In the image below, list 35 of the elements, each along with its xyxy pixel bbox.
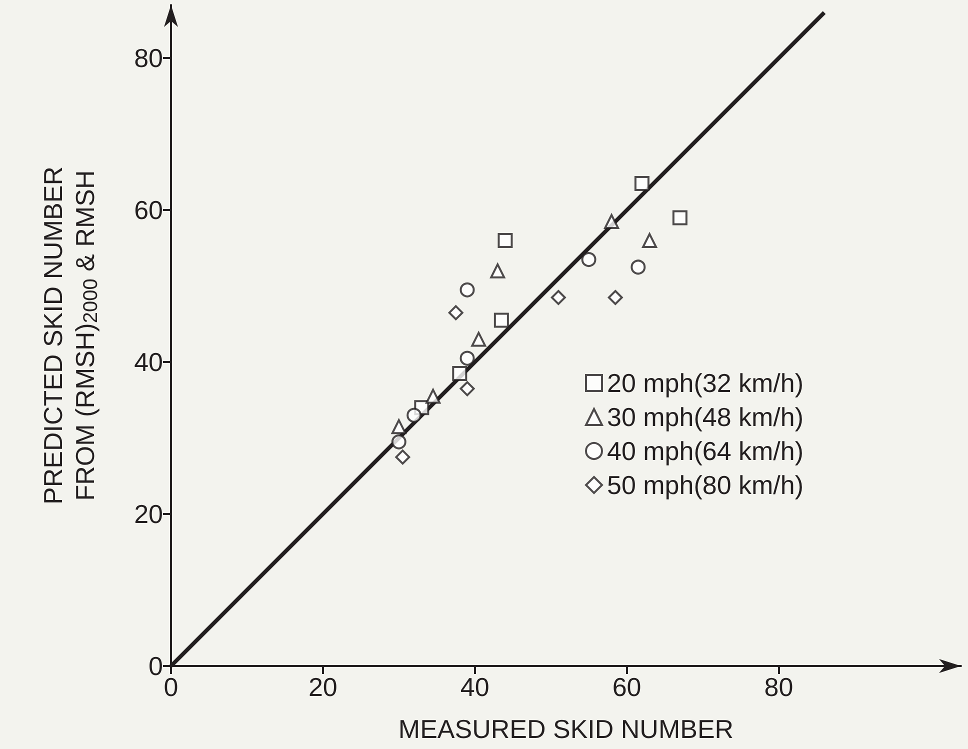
point (452, 366, 468, 381)
point (634, 176, 650, 192)
point (550, 290, 566, 306)
point (460, 350, 475, 366)
x-tick-label: 60 (612, 672, 642, 702)
point (406, 408, 422, 423)
point (395, 450, 410, 465)
legend-label: 30 mph(48 km/h) (607, 402, 804, 432)
point (672, 210, 688, 226)
point (494, 312, 509, 328)
point (391, 434, 406, 450)
x-tick-label: 40 (460, 672, 490, 702)
point (460, 282, 475, 298)
point (642, 233, 658, 248)
y-tick-label: 40 (134, 347, 163, 378)
legend-label: 50 mph(80 km/h) (607, 470, 804, 500)
y-tick-label: 60 (134, 195, 163, 226)
point (448, 305, 464, 320)
x-axis-title: MEASURED SKID NUMBER (398, 714, 734, 744)
point (630, 260, 646, 275)
y-tick-label: 20 (134, 499, 163, 530)
point (581, 252, 596, 268)
point (490, 263, 506, 278)
point (498, 233, 513, 248)
legend-label: 40 mph(64 km/h) (607, 436, 804, 466)
y-tick-label: 80 (134, 43, 163, 74)
legend-label: 20 mph(32 km/h) (607, 368, 804, 398)
point (426, 388, 441, 404)
x-tick-label: 20 (308, 672, 338, 702)
point (471, 332, 486, 347)
point (391, 419, 406, 434)
y-tick-label: 0 (148, 651, 163, 681)
point (460, 381, 475, 396)
point (608, 290, 623, 306)
x-tick-label: 80 (764, 672, 794, 702)
